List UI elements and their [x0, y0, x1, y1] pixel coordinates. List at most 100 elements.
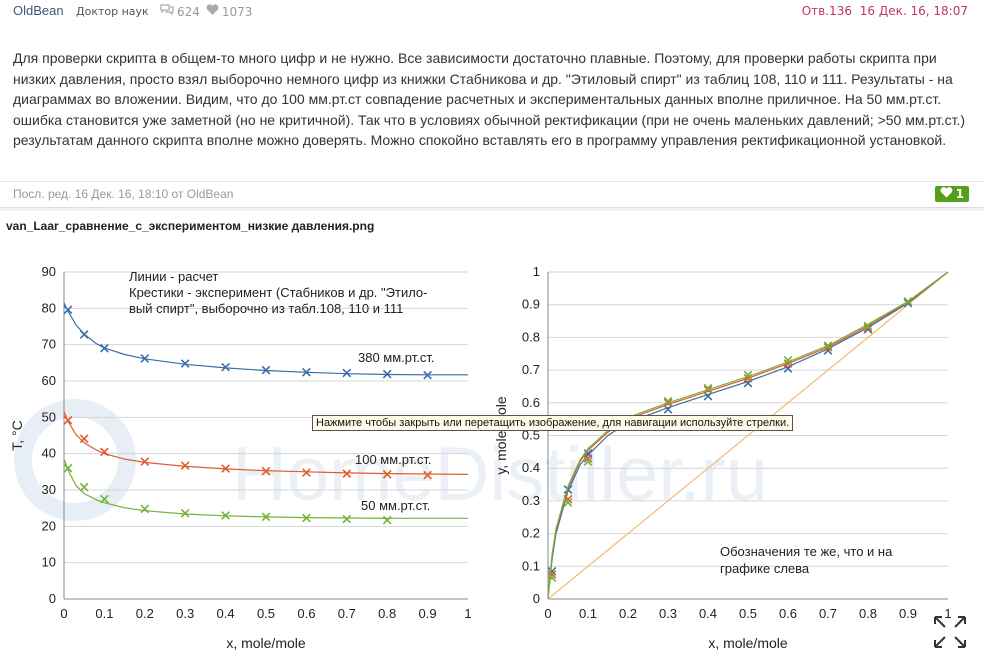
- x-axis-label: x, mole/mole: [708, 635, 788, 651]
- speech-bubbles-icon: [160, 4, 174, 19]
- experiment-point: [302, 367, 311, 377]
- y-tick-label: 0.4: [522, 460, 540, 475]
- x-tick-label: 0: [544, 606, 551, 621]
- experiment-point: [423, 370, 432, 380]
- x-tick-label: 0.8: [378, 606, 396, 621]
- experiment-point: [79, 434, 89, 444]
- experiment-point: [63, 415, 73, 425]
- y-tick-label: 30: [42, 482, 56, 497]
- experiment-point: [261, 466, 271, 476]
- experiment-point: [563, 498, 573, 507]
- y-tick-label: 20: [42, 518, 56, 533]
- experiment-point: [342, 469, 352, 479]
- experiment-point: [382, 515, 392, 525]
- experiment-point: [100, 494, 109, 504]
- post-date[interactable]: 16 Дек. 16, 18:07: [859, 4, 968, 18]
- author-stats: 624 1073: [160, 4, 252, 19]
- y-tick-label: 0.2: [522, 526, 540, 541]
- heart-icon: [940, 187, 953, 201]
- reply-reference[interactable]: Отв.136: [801, 4, 852, 18]
- experiment-point: [783, 355, 793, 365]
- y-tick-label: 0.5: [522, 428, 540, 443]
- left-chart: 0 10 20 30 40 50 60 70 80 90 0 0.1 0.2 0.3 0.4 0.5 0.6 0.…: [9, 264, 472, 651]
- x-tick-label: 0.4: [699, 606, 717, 621]
- x-tick-label: 1: [944, 606, 951, 621]
- experiment-point: [100, 343, 109, 353]
- experiment-point: [221, 362, 230, 372]
- experiment-point: [261, 512, 271, 522]
- y-tick-label: 0: [533, 591, 540, 606]
- experiment-point: [140, 354, 150, 363]
- y-tick-label: 0.8: [522, 329, 540, 344]
- experiment-point: [663, 396, 673, 406]
- experiment-point: [140, 504, 150, 514]
- y-tick-label: 0.9: [522, 297, 540, 312]
- image-tooltip: Нажмите чтобы закрыть или перетащить изо…: [312, 415, 794, 431]
- experiment-point: [302, 513, 311, 523]
- series-line: [547, 271, 949, 600]
- experiment-point: [79, 330, 89, 339]
- author-name[interactable]: OldBean: [13, 3, 64, 18]
- series-label: 380 мм.рт.ст.: [358, 350, 434, 365]
- x-tick-label: 0.4: [217, 606, 235, 621]
- x-tick-label: 0.3: [659, 606, 677, 621]
- post-footer: Посл. ред. 16 Дек. 16, 18:10 от OldBean …: [0, 181, 984, 206]
- comments-count: 624: [177, 4, 200, 19]
- chart-annotation: вый спирт", выборочно из табл.108, 110 и…: [129, 301, 403, 316]
- experiment-point: [382, 369, 392, 379]
- experiment-point: [140, 457, 150, 467]
- experiment-point: [63, 305, 73, 315]
- post-body: Для проверки скрипта в общем-то много ци…: [13, 50, 965, 148]
- x-tick-label: 0.1: [95, 606, 113, 621]
- x-tick-label: 0.8: [859, 606, 877, 621]
- post-header: OldBean Доктор наук 624 1073 Отв.136 16 …: [0, 0, 984, 26]
- x-tick-label: 0: [60, 606, 67, 621]
- x-axis-label: x, mole/mole: [226, 635, 306, 651]
- edit-info: Посл. ред. 16 Дек. 16, 18:10 от OldBean: [13, 187, 234, 201]
- experiment-point: [703, 383, 713, 393]
- x-tick-label: 0.2: [136, 606, 154, 621]
- x-tick-label: 0.2: [619, 606, 637, 621]
- x-tick-label: 0.9: [419, 606, 437, 621]
- post-meta: Отв.136 16 Дек. 16, 18:07: [802, 4, 968, 18]
- x-tick-label: 0.5: [257, 606, 275, 621]
- experiment-point: [180, 359, 190, 368]
- experiment-point: [63, 463, 73, 473]
- y-tick-label: 0.7: [522, 362, 540, 377]
- y-tick-label: 10: [42, 555, 56, 570]
- experiment-point: [583, 457, 593, 467]
- experiment-point: [703, 391, 713, 401]
- expand-arrows-icon[interactable]: [932, 614, 968, 650]
- experiment-point: [221, 511, 230, 520]
- y-tick-label: 0.3: [522, 493, 540, 508]
- experiment-point: [180, 508, 190, 518]
- y-tick-label: 1: [533, 264, 540, 279]
- experiment-point: [79, 482, 89, 492]
- y-tick-label: 60: [42, 373, 56, 388]
- y-tick-label: 0.1: [522, 558, 540, 573]
- attachment-divider: [0, 207, 984, 211]
- experiment-point: [180, 461, 190, 471]
- x-tick-label: 0.1: [579, 606, 597, 621]
- x-tick-label: 0.7: [819, 606, 837, 621]
- x-tick-label: 0.6: [779, 606, 797, 621]
- likes-count: 1073: [221, 4, 253, 19]
- x-tick-label: 1: [464, 606, 471, 621]
- experiment-point: [100, 447, 109, 457]
- attachment-image[interactable]: HomeDistiller.ru 0 10 20 30 40 50 60 70 80 90 0 0.1…: [0, 238, 984, 665]
- series-label: 50 мм.рт.ст.: [361, 498, 430, 513]
- heart-icon: [206, 4, 219, 19]
- experiment-point: [583, 454, 593, 463]
- y-tick-label: 40: [42, 446, 56, 461]
- experiment-point: [342, 514, 352, 524]
- chart-annotation: Обозначения те же, что и на: [720, 544, 893, 559]
- watermark: HomeDistiller.ru: [232, 432, 768, 517]
- like-button[interactable]: 1: [934, 186, 969, 202]
- experiment-point: [743, 370, 753, 380]
- chart-annotation: Крестики - эксперимент (Стабников и др. …: [129, 285, 428, 300]
- author-rank: Доктор наук: [76, 5, 149, 18]
- attachment-filename: van_Laar_сравнение_с_экспериментом_низки…: [6, 219, 375, 233]
- y-tick-label: 0: [49, 591, 56, 606]
- experiment-point: [547, 573, 557, 583]
